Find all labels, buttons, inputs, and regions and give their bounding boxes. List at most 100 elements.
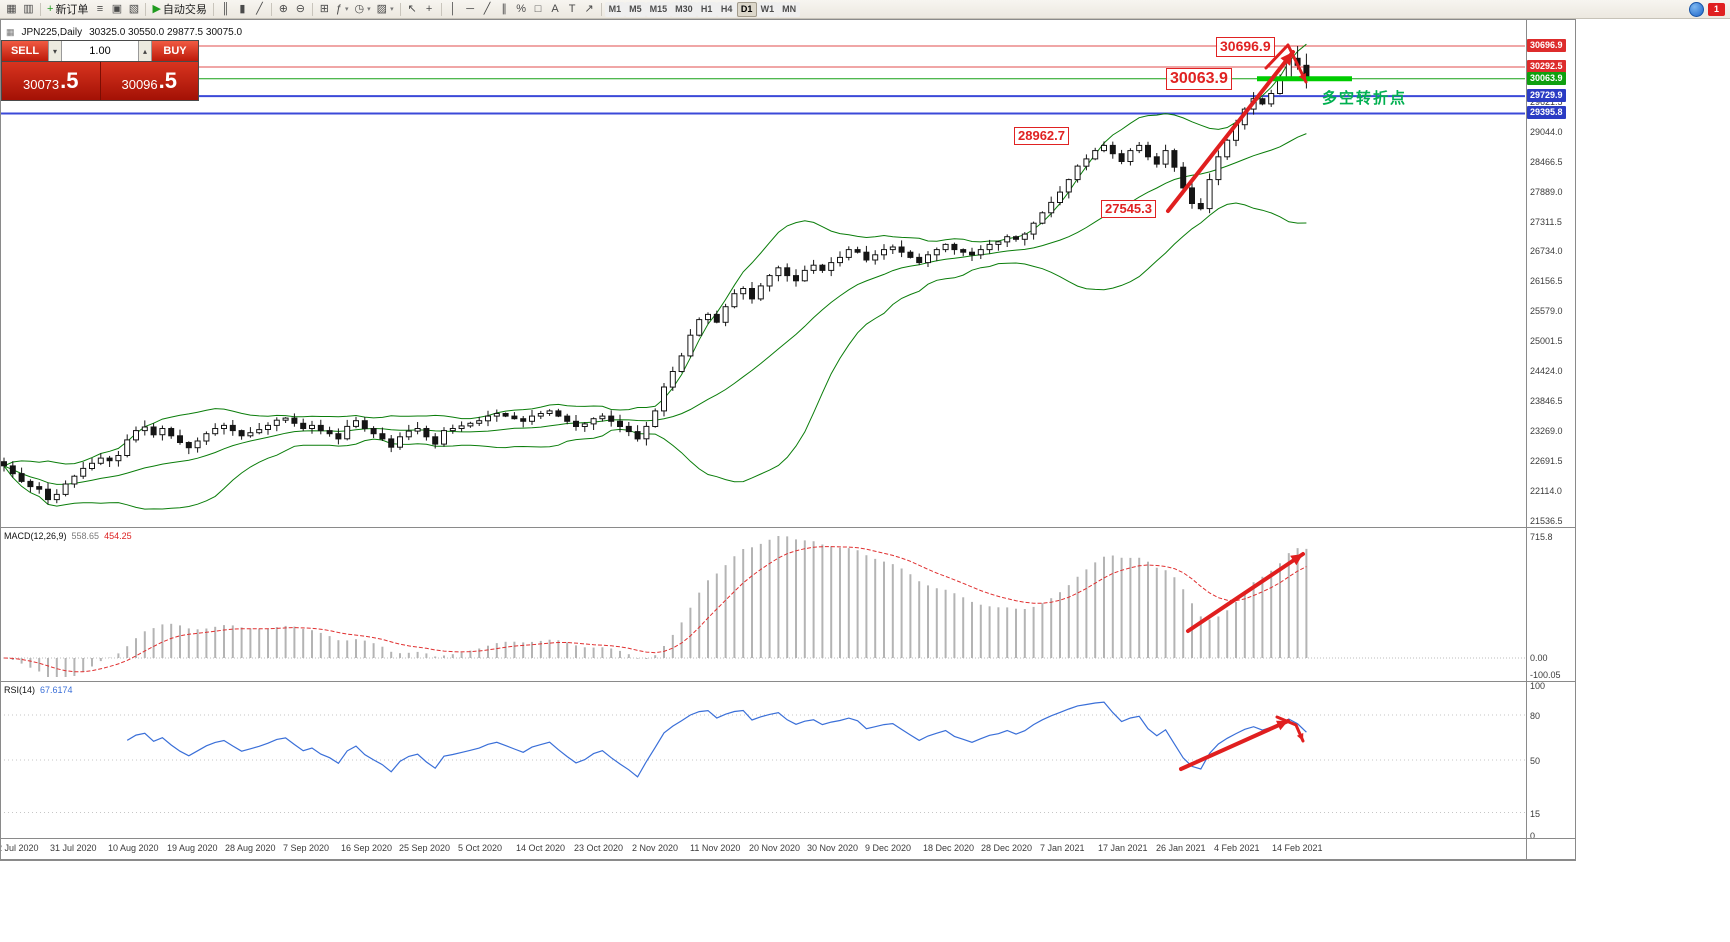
line-chart-button[interactable]: ╱ — [251, 1, 268, 17]
new-order-button[interactable]: + 新订单 — [44, 1, 91, 17]
horizontal-line-button[interactable]: ─ — [462, 1, 479, 17]
candlestick-chart-button[interactable]: ▮ — [234, 1, 251, 17]
new-order-icon: + — [47, 2, 54, 15]
date-label: 14 Oct 2020 — [516, 843, 566, 853]
sep4 — [270, 2, 272, 16]
cursor-button[interactable]: ↖ — [404, 1, 421, 17]
tf-w1[interactable]: W1 — [756, 1, 779, 17]
crosshair-button[interactable]: + — [421, 1, 438, 17]
buy-price-big: .5 — [158, 68, 177, 93]
volume-input[interactable] — [62, 41, 138, 61]
date-axis[interactable]: 22 Jul 2020 31 Jul 2020 10 Aug 2020 19 Aug … — [0, 838, 1525, 860]
label-icon: T — [568, 2, 576, 15]
rsi-trend-arrow[interactable] — [1179, 719, 1290, 771]
price-axis-label: 22691.5 — [1530, 456, 1563, 466]
price-axis-badge: 30292.5 — [1527, 60, 1566, 73]
macd-panel[interactable] — [0, 527, 1525, 681]
tf-d1[interactable]: D1 — [736, 1, 757, 17]
indicators-icon: ƒ — [335, 2, 343, 15]
tile-windows-button[interactable]: ⊞ — [316, 1, 333, 17]
market-watch-button[interactable]: ≡ — [91, 1, 108, 17]
date-label: 18 Dec 2020 — [923, 843, 975, 853]
chart-icon: ▦ — [6, 27, 15, 37]
date-label: 19 Aug 2020 — [167, 843, 218, 853]
zoom-in-icon: ⊕ — [278, 2, 289, 15]
auto-trading-button[interactable]: ▶ 自动交易 — [149, 1, 209, 17]
volume-up-button[interactable]: ▴ — [138, 41, 152, 61]
tf-m1[interactable]: M1 — [604, 1, 626, 17]
bar-chart-icon: ║ — [221, 2, 230, 15]
price-axis-label: 25001.5 — [1530, 336, 1563, 346]
periods-icon: ◷ — [354, 2, 365, 15]
new-chart-button[interactable]: ▦ — [3, 1, 20, 17]
shapes-button[interactable]: □ — [530, 1, 547, 17]
price-callout[interactable]: 28962.7 — [1014, 127, 1069, 146]
sep2 — [145, 2, 147, 16]
profiles-icon: ▥ — [23, 2, 34, 15]
trendline-button[interactable]: ╱ — [479, 1, 496, 17]
sell-price[interactable]: 30073.5 — [2, 62, 101, 100]
data-window-button[interactable]: ▣ — [108, 1, 125, 17]
text-button[interactable]: A — [547, 1, 564, 17]
fibonacci-button[interactable]: % — [513, 1, 530, 17]
tf-m5[interactable]: M5 — [625, 1, 646, 17]
price-callout[interactable]: 30063.9 — [1166, 68, 1232, 90]
volume-down-button[interactable]: ▾ — [48, 41, 62, 61]
sep1 — [40, 2, 41, 16]
tf-m30[interactable]: M30 — [671, 1, 697, 17]
date-label: 14 Feb 2021 — [1272, 843, 1323, 853]
sep3 — [212, 2, 214, 16]
date-label: 2 Nov 2020 — [632, 843, 679, 853]
trend-arrow[interactable] — [1166, 50, 1295, 213]
label-button[interactable]: T — [564, 1, 581, 17]
community-button[interactable] — [1689, 1, 1704, 17]
macd-trend-arrow[interactable] — [1186, 552, 1305, 633]
market-watch-icon: ≡ — [96, 2, 104, 15]
macd-axis-label: 0.00 — [1530, 653, 1548, 663]
zoom-in-button[interactable]: ⊕ — [275, 1, 292, 17]
rsi-panel[interactable] — [0, 681, 1525, 838]
price-axis[interactable]: 29621.5 29044.0 28466.5 27889.0 27311.5 26734… — [1526, 19, 1576, 860]
fibonacci-icon: % — [516, 2, 526, 15]
reversal-zigzag-arrow[interactable] — [1264, 43, 1308, 84]
main-chart[interactable] — [0, 19, 1525, 527]
vertical-line-button[interactable]: │ — [445, 1, 462, 17]
tf-mn[interactable]: MN — [778, 1, 801, 17]
price-callout[interactable]: 27545.3 — [1101, 200, 1156, 219]
tf-h4-label: H4 — [720, 4, 733, 14]
date-label: 30 Nov 2020 — [807, 843, 859, 853]
ohlc-values: 30325.0 30550.0 29877.5 30075.0 — [89, 27, 243, 38]
buy-price[interactable]: 30096.5 — [100, 62, 198, 100]
date-label: 4 Feb 2021 — [1214, 843, 1260, 853]
arrows-button[interactable]: ↗ — [581, 1, 598, 17]
templates-button[interactable]: ▨ ▾ — [374, 1, 397, 17]
profiles-button[interactable]: ▥ — [20, 1, 37, 17]
tf-h1[interactable]: H1 — [696, 1, 717, 17]
tf-h4[interactable]: H4 — [716, 1, 737, 17]
periods-button[interactable]: ◷ ▾ — [352, 1, 374, 17]
shapes-icon: □ — [534, 2, 542, 15]
tf-m15[interactable]: M15 — [645, 1, 672, 17]
macd-signal-line — [3, 546, 1307, 673]
tf-m5-label: M5 — [629, 4, 642, 14]
navigator-button[interactable]: ▧ — [125, 1, 142, 17]
channel-button[interactable]: ∥ — [496, 1, 513, 17]
price-axis-label: 25579.0 — [1530, 306, 1563, 316]
buy-button[interactable]: BUY — [152, 41, 198, 61]
sep6 — [399, 2, 401, 16]
date-label: 28 Aug 2020 — [225, 843, 276, 853]
tf-w1-label: W1 — [760, 4, 775, 14]
bar-chart-button[interactable]: ║ — [217, 1, 234, 17]
notifications-badge[interactable]: 1 — [1708, 2, 1725, 16]
price-axis-label: 29621.5 — [1530, 97, 1563, 107]
date-label: 5 Oct 2020 — [458, 843, 503, 853]
price-callout[interactable]: 30696.9 — [1216, 37, 1275, 57]
turning-point-annotation[interactable]: 多空转折点 — [1322, 90, 1408, 107]
macd-main-value: 558.65 — [71, 531, 100, 541]
zoom-out-button[interactable]: ⊖ — [292, 1, 309, 17]
sell-button[interactable]: SELL — [2, 41, 48, 61]
indicators-button[interactable]: ƒ ▾ — [333, 1, 352, 17]
rsi-reversal-arrow[interactable] — [1275, 715, 1305, 743]
crosshair-icon: + — [425, 2, 433, 15]
